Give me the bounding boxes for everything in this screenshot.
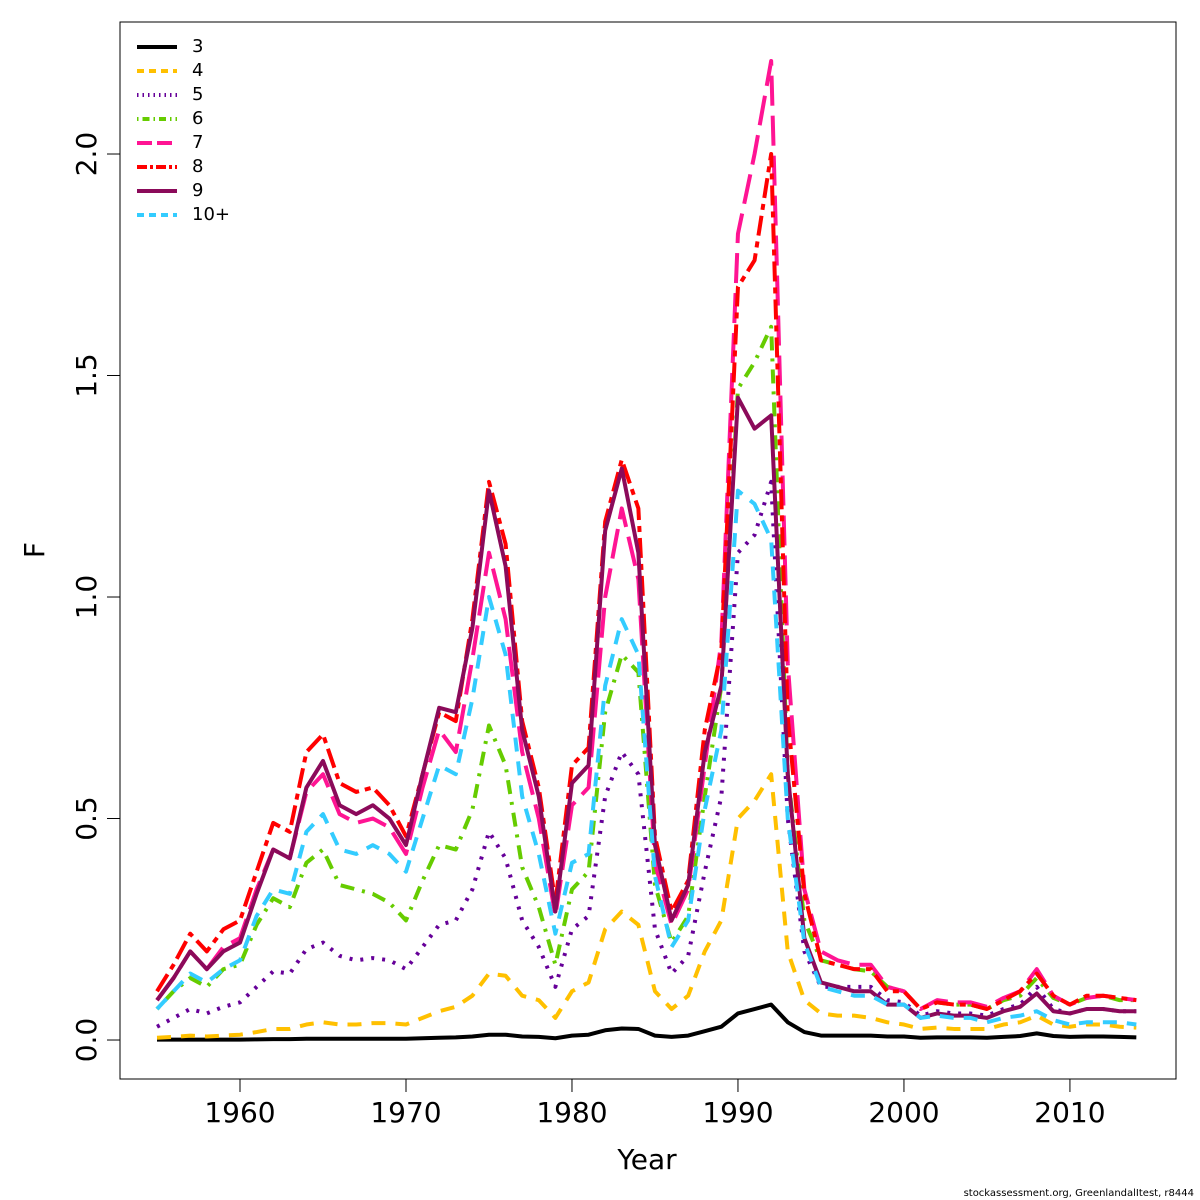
series-line [157, 1002, 1137, 1042]
legend-label: 4 [192, 60, 203, 81]
legend-label: 7 [192, 132, 203, 153]
series-line [155, 152, 1137, 1012]
series-line [156, 772, 1137, 1040]
series-line [155, 488, 1137, 1027]
series-line [155, 395, 1137, 1020]
x-tick-label: 1970 [370, 1096, 441, 1129]
legend-label: 9 [192, 180, 203, 201]
y-axis-title: F [18, 542, 51, 558]
y-tick-label: 0.5 [70, 796, 103, 841]
legend-label: 3 [192, 36, 203, 57]
y-tick-label: 0.0 [70, 1018, 103, 1063]
legend-label: 5 [192, 84, 203, 105]
plot-frame [119, 21, 1177, 1080]
y-tick-label: 1.0 [70, 575, 103, 620]
y-tick-label: 2.0 [70, 132, 103, 177]
x-tick-label: 1960 [204, 1096, 275, 1129]
x-tick-label: 1990 [702, 1096, 773, 1129]
x-tick-label: 2000 [868, 1096, 939, 1129]
legend-label: 6 [192, 108, 203, 129]
x-tick-label: 1980 [536, 1096, 607, 1129]
legend-label: 10+ [192, 204, 230, 225]
series-line [155, 58, 1137, 1012]
x-tick-label: 2010 [1034, 1096, 1105, 1129]
legend-label: 8 [192, 156, 203, 177]
footnote: stockassessment.org, GreenlandalItest, r… [964, 1188, 1194, 1199]
x-axis-title: Year [616, 1143, 677, 1176]
y-tick-label: 1.5 [70, 353, 103, 398]
